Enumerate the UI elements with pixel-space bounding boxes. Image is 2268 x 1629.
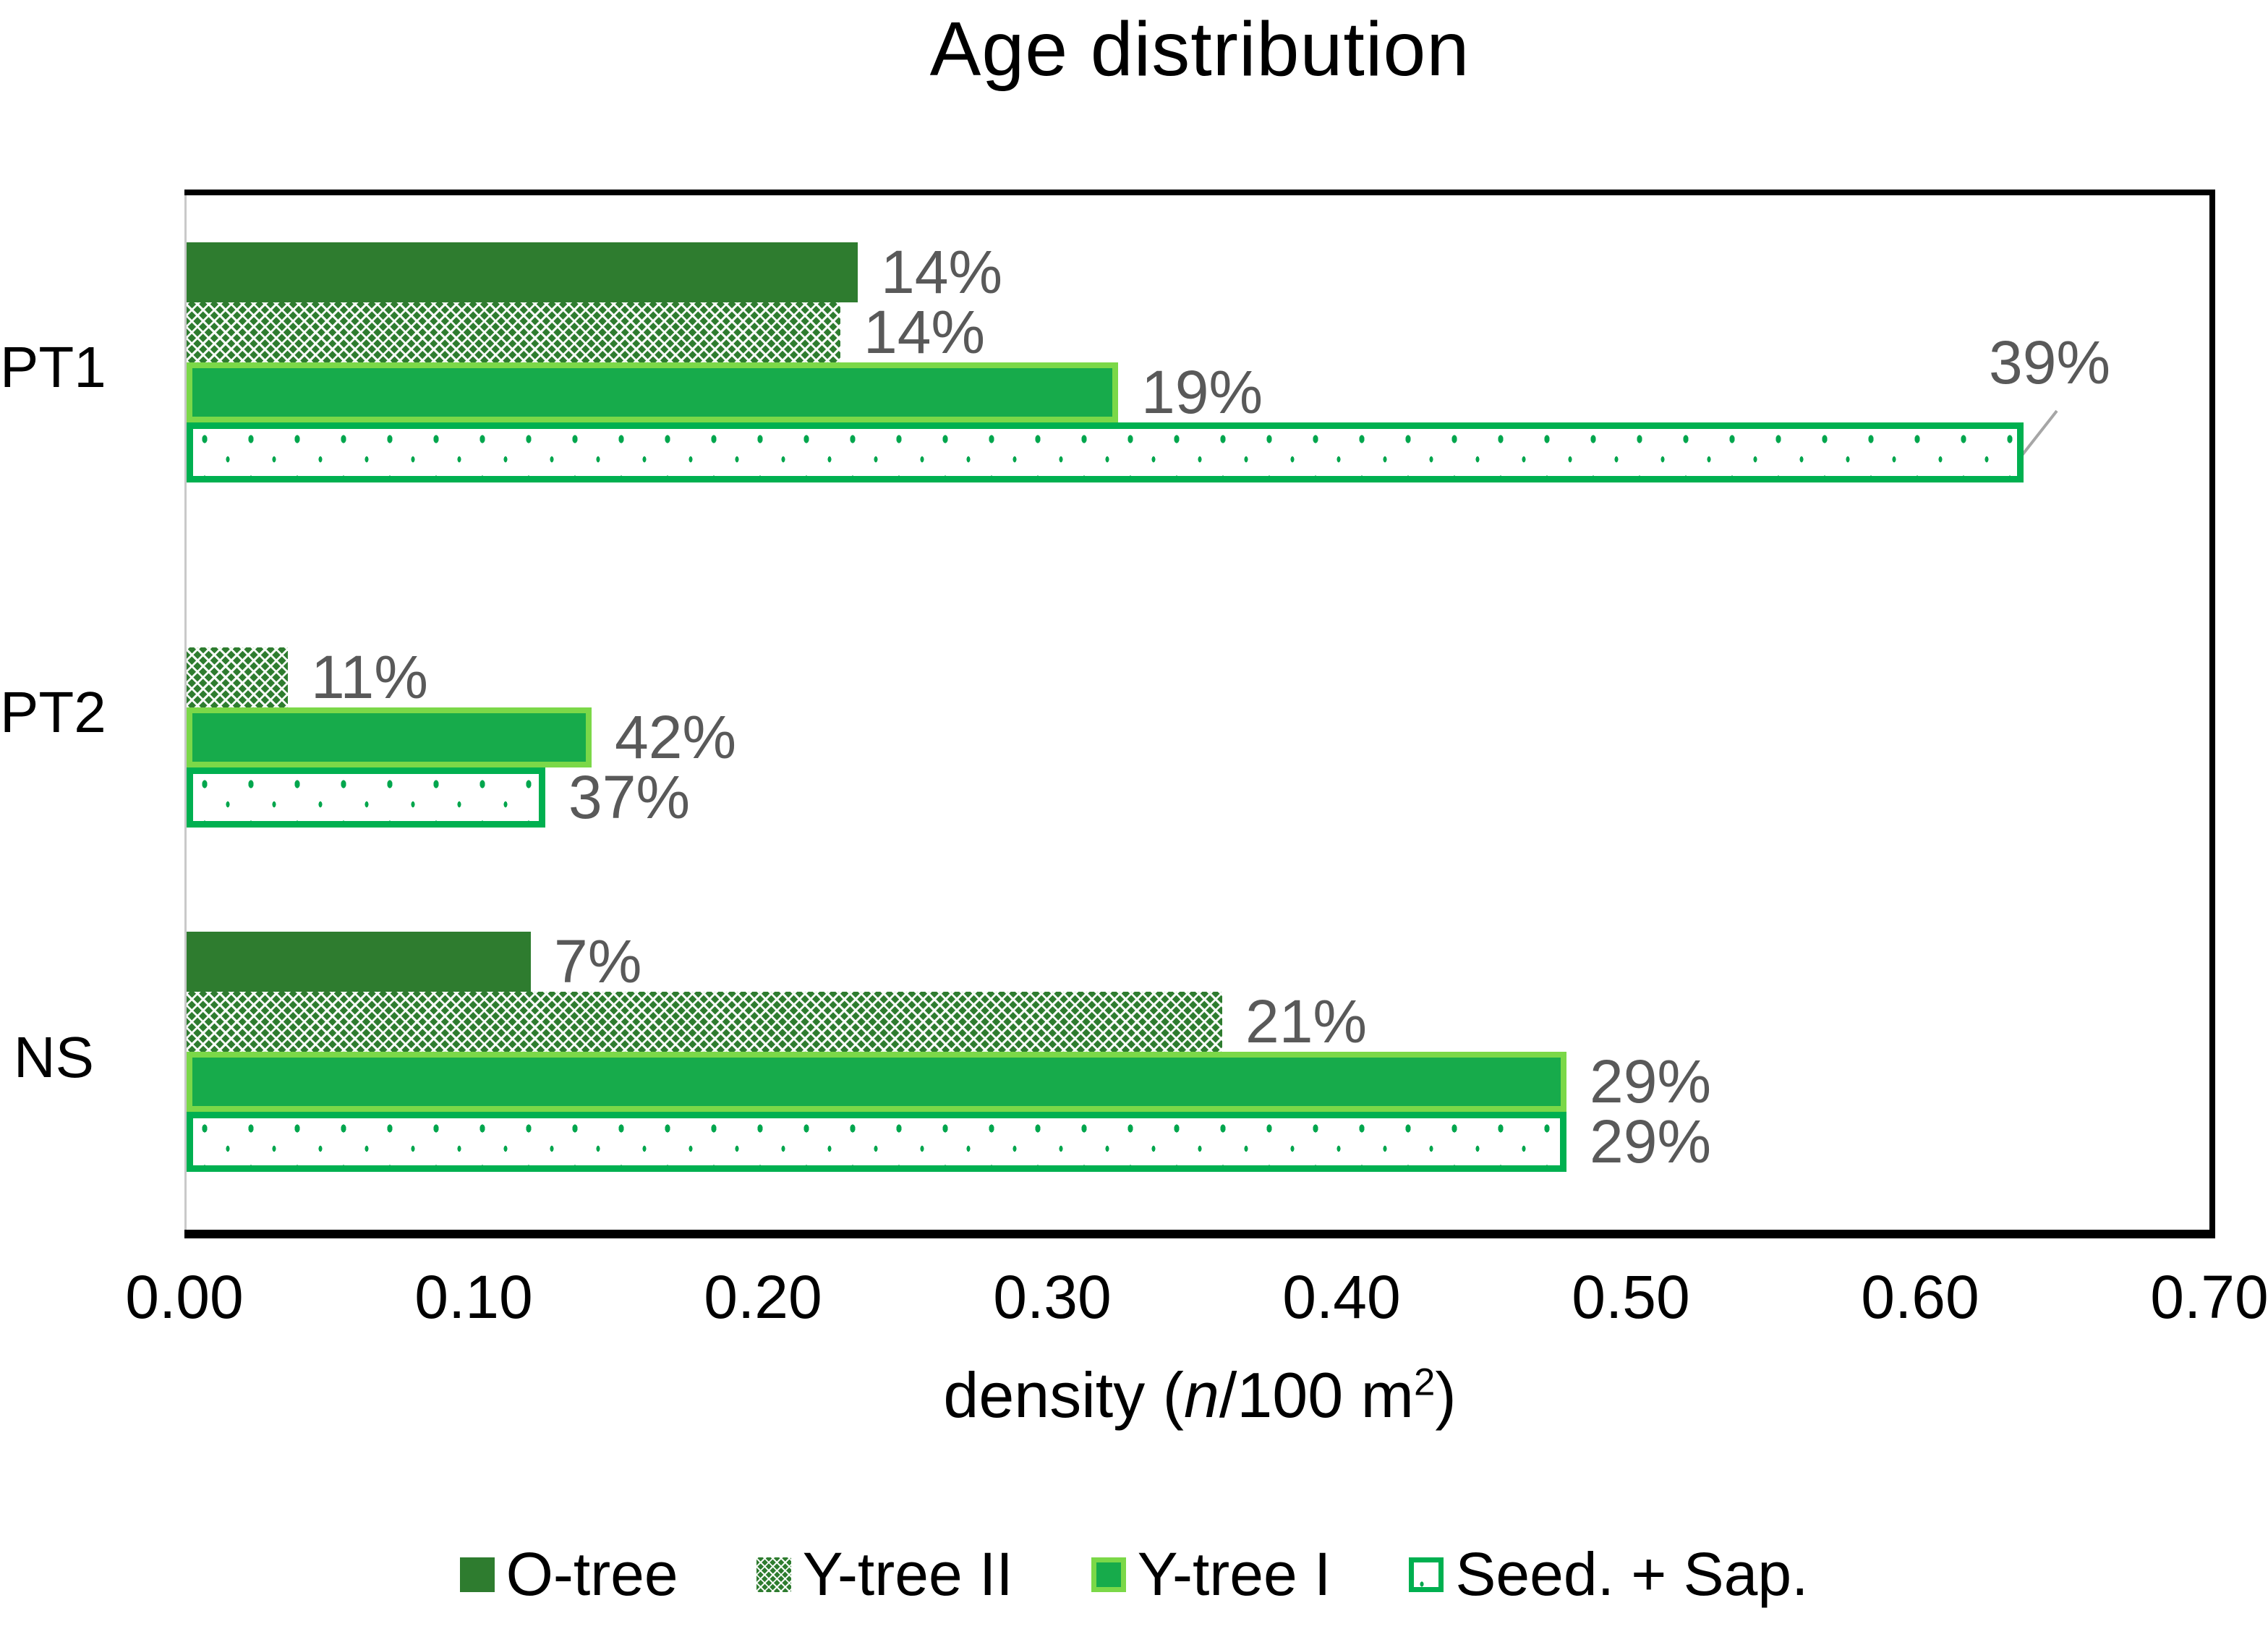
x-axis-title-suffix: ) (1435, 1359, 1457, 1431)
legend-item-y-tree-ii: Y-tree II (756, 1539, 1013, 1609)
legend-item-seed-sap: Seed. + Sap. (1409, 1539, 1808, 1609)
data-label-y-tree-i-pt1: 19% (1141, 358, 1263, 426)
x-axis-title-unit: /100 m (1219, 1359, 1414, 1431)
legend-swatch-o-tree (459, 1557, 495, 1592)
legend-swatch-seed-sap (1409, 1557, 1444, 1592)
data-label-o-tree-ns: 7% (554, 927, 642, 996)
bar-seed-sap-pt2 (187, 767, 545, 828)
data-label-y-tree-i-ns: 29% (1590, 1047, 1712, 1116)
legend-label-seed-sap: Seed. + Sap. (1455, 1540, 1809, 1608)
x-tick-label-0-50: 0.50 (1572, 1263, 1690, 1331)
legend-label-y-tree-i: Y-tree I (1137, 1540, 1331, 1608)
data-label-y-tree-ii-pt2: 11% (311, 642, 428, 711)
leader-line-seed-sap-pt1 (2018, 409, 2058, 459)
bar-y-tree-i-pt2 (187, 707, 592, 767)
legend-item-y-tree-i: Y-tree I (1091, 1539, 1331, 1609)
x-tick-label-0-20: 0.20 (704, 1263, 822, 1331)
x-axis-title-superscript: 2 (1413, 1361, 1436, 1404)
legend-swatch-y-tree-i (1091, 1557, 1126, 1592)
bar-y-tree-i-pt1 (187, 362, 1118, 422)
bar-o-tree-ns (187, 932, 531, 992)
x-tick-label-0-00: 0.00 (125, 1263, 244, 1331)
x-tick-label-0-40: 0.40 (1282, 1263, 1401, 1331)
bar-y-tree-ii-pt1 (187, 302, 840, 362)
category-label-ns: NS (13, 1024, 94, 1089)
data-label-seed-sap-pt1: 39% (1989, 328, 2111, 396)
chart-title: Age distribution (929, 7, 1470, 92)
bar-seed-sap-pt1 (187, 422, 2024, 482)
category-label-pt2: PT2 (0, 680, 106, 744)
plot-area: 14% 14% 19% 39% 11% 42% 37% 7% 21% 29% 29% (184, 190, 2215, 1238)
x-tick-label-0-60: 0.60 (1861, 1263, 1979, 1331)
x-tick-label-0-30: 0.30 (993, 1263, 1112, 1331)
legend-label-o-tree: O-tree (506, 1540, 678, 1608)
bar-y-tree-i-ns (187, 1052, 1566, 1113)
legend-label-y-tree-ii: Y-tree II (802, 1540, 1013, 1608)
x-axis-title-text: density ( (943, 1359, 1184, 1431)
bar-seed-sap-ns (187, 1112, 1566, 1173)
bar-y-tree-ii-pt2 (187, 647, 288, 707)
data-label-seed-sap-ns: 29% (1590, 1107, 1712, 1176)
bar-y-tree-ii-ns (187, 992, 1222, 1052)
data-label-seed-sap-pt2: 37% (568, 762, 691, 831)
x-tick-label-0-70: 0.70 (2150, 1263, 2268, 1331)
legend-item-o-tree: O-tree (459, 1539, 678, 1609)
data-label-y-tree-ii-ns: 21% (1245, 987, 1368, 1056)
chart-legend: O-tree Y-tree II Y-tree I Seed. + Sap. (0, 1539, 2268, 1609)
data-label-o-tree-pt1: 14% (881, 238, 1003, 306)
x-axis-title: density (n/100 m2) (184, 1358, 2215, 1432)
category-label-pt1: PT1 (0, 335, 106, 400)
y-axis-line (184, 195, 187, 1230)
data-label-y-tree-ii-pt1: 14% (864, 298, 986, 366)
legend-swatch-y-tree-ii (756, 1557, 791, 1592)
bar-o-tree-pt1 (187, 242, 858, 302)
data-label-y-tree-i-pt2: 42% (615, 702, 737, 771)
x-axis-title-italic-n: n (1183, 1359, 1219, 1431)
x-tick-label-0-10: 0.10 (414, 1263, 533, 1331)
